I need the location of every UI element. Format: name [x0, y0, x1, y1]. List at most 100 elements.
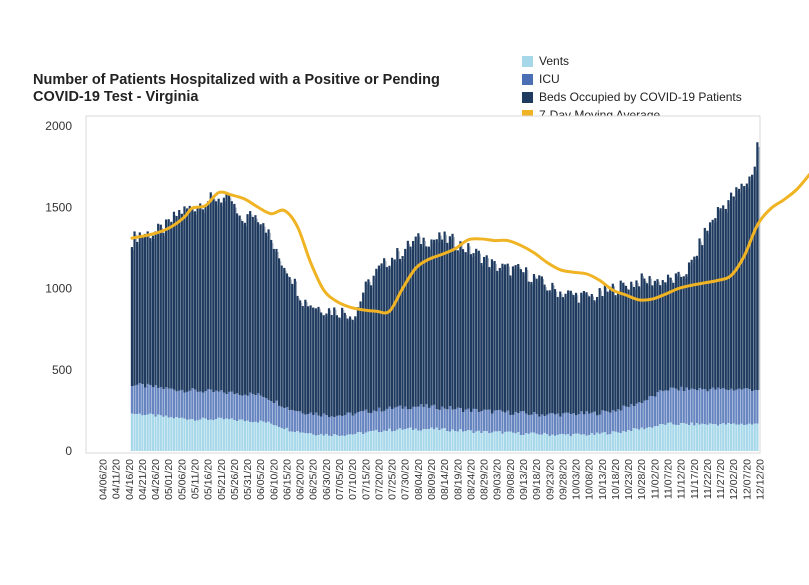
bar-icu: [306, 414, 310, 434]
bar-vents: [372, 430, 375, 451]
bar-beds: [551, 282, 554, 414]
bar-icu: [390, 409, 394, 432]
bar-vents: [180, 417, 183, 451]
bar-beds: [283, 267, 286, 409]
bar-icu: [354, 413, 357, 435]
bar-vents: [475, 431, 478, 451]
bar-beds: [527, 281, 530, 415]
bar-beds: [661, 280, 664, 392]
bar-vents: [624, 431, 628, 451]
bar-vents: [606, 434, 609, 451]
bar-icu: [461, 412, 465, 432]
bar-icu: [383, 410, 386, 431]
bar-icu: [369, 413, 373, 432]
bar-beds: [506, 263, 509, 411]
bar-icu: [616, 409, 620, 433]
bar-icu: [677, 390, 680, 426]
bar-beds: [267, 229, 270, 400]
bar-beds: [419, 244, 423, 405]
bar-icu: [506, 410, 509, 432]
bar-icu: [159, 387, 162, 416]
bar-icu: [680, 386, 683, 424]
bar-icu: [425, 404, 428, 430]
bar-icu: [320, 416, 323, 434]
bar-icu: [220, 390, 223, 418]
bar-vents: [732, 423, 735, 451]
bar-vents: [680, 423, 683, 451]
bar-icu: [740, 389, 743, 424]
bar-vents: [369, 431, 373, 451]
bar-icu: [643, 400, 646, 430]
x-tick-label: 08/24/20: [465, 459, 477, 500]
bar-beds: [548, 290, 551, 414]
bar-icu: [401, 408, 404, 430]
bar-icu: [419, 404, 423, 431]
bar-beds: [588, 296, 591, 414]
bar-icu: [283, 408, 286, 430]
bar-icu: [388, 406, 391, 429]
bar-beds: [293, 278, 296, 411]
bar-vents: [164, 415, 168, 451]
bar-beds: [369, 285, 373, 414]
bar-beds: [412, 240, 415, 407]
bar-vents: [264, 422, 268, 451]
bar-vents: [296, 431, 299, 451]
bar-vents: [220, 417, 223, 451]
bar-vents: [619, 433, 622, 451]
bar-beds: [535, 278, 538, 415]
bar-icu: [267, 399, 270, 422]
bar-vents: [330, 436, 333, 451]
bar-beds: [459, 241, 462, 409]
bar-icu: [262, 397, 265, 422]
bar-vents: [577, 433, 580, 451]
bar-icu: [204, 390, 207, 419]
bar-vents: [146, 414, 149, 451]
bar-icu: [351, 415, 354, 435]
bar-beds: [695, 255, 699, 391]
bar-icu: [577, 414, 580, 434]
bar-beds: [606, 291, 609, 412]
bar-vents: [404, 428, 407, 451]
bar-icu: [656, 392, 659, 427]
x-tick-label: 05/26/20: [229, 459, 241, 500]
bar-icu: [322, 413, 325, 436]
bar-beds: [220, 202, 223, 391]
bar-icu: [735, 389, 738, 425]
legend-item: ICU: [522, 70, 742, 88]
bar-icu: [522, 411, 525, 436]
bar-vents: [427, 429, 430, 451]
x-tick-label: 06/30/20: [321, 459, 333, 500]
bar-icu: [585, 411, 588, 436]
bar-vents: [388, 428, 391, 451]
bar-vents: [409, 427, 412, 451]
bar-beds: [217, 198, 220, 392]
bar-icu: [149, 385, 152, 414]
bar-beds: [354, 316, 357, 414]
bar-beds: [264, 232, 268, 398]
bar-beds: [724, 208, 727, 390]
bar-beds: [359, 301, 362, 412]
bar-beds: [522, 272, 525, 412]
bar-vents: [656, 426, 659, 451]
x-tick-label: 06/25/20: [308, 459, 320, 500]
bar-vents: [664, 424, 667, 451]
bar-vents: [756, 423, 759, 451]
bar-icu: [619, 410, 622, 434]
bar-icu: [475, 408, 478, 432]
bar-beds: [609, 286, 612, 413]
bar-icu: [729, 388, 733, 424]
bar-icu: [175, 391, 178, 418]
bar-vents: [729, 423, 733, 451]
bar-vents: [490, 432, 494, 451]
bar-icu: [756, 390, 759, 424]
bar-beds: [454, 247, 457, 410]
bar-icu: [630, 404, 633, 432]
bar-icu: [138, 383, 141, 414]
bar-beds: [270, 239, 273, 402]
x-tick-label: 06/20/20: [295, 459, 307, 500]
bar-icu: [188, 390, 191, 420]
bar-vents: [288, 431, 291, 451]
bar-icu: [517, 413, 520, 433]
x-tick-label: 07/15/20: [360, 459, 372, 500]
bar-icu: [180, 389, 183, 418]
